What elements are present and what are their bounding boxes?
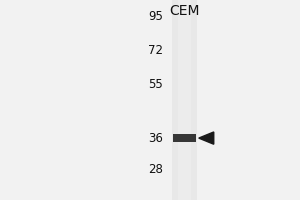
Text: 36: 36 [148,132,163,145]
Text: 28: 28 [148,163,163,176]
Text: CEM: CEM [169,4,200,18]
Bar [172,0,197,200]
Text: 55: 55 [148,78,163,91]
Text: 95: 95 [148,10,163,23]
Bar [178,0,191,200]
Polygon shape [199,132,214,144]
Text: 72: 72 [148,44,163,57]
Bar [173,134,196,142]
